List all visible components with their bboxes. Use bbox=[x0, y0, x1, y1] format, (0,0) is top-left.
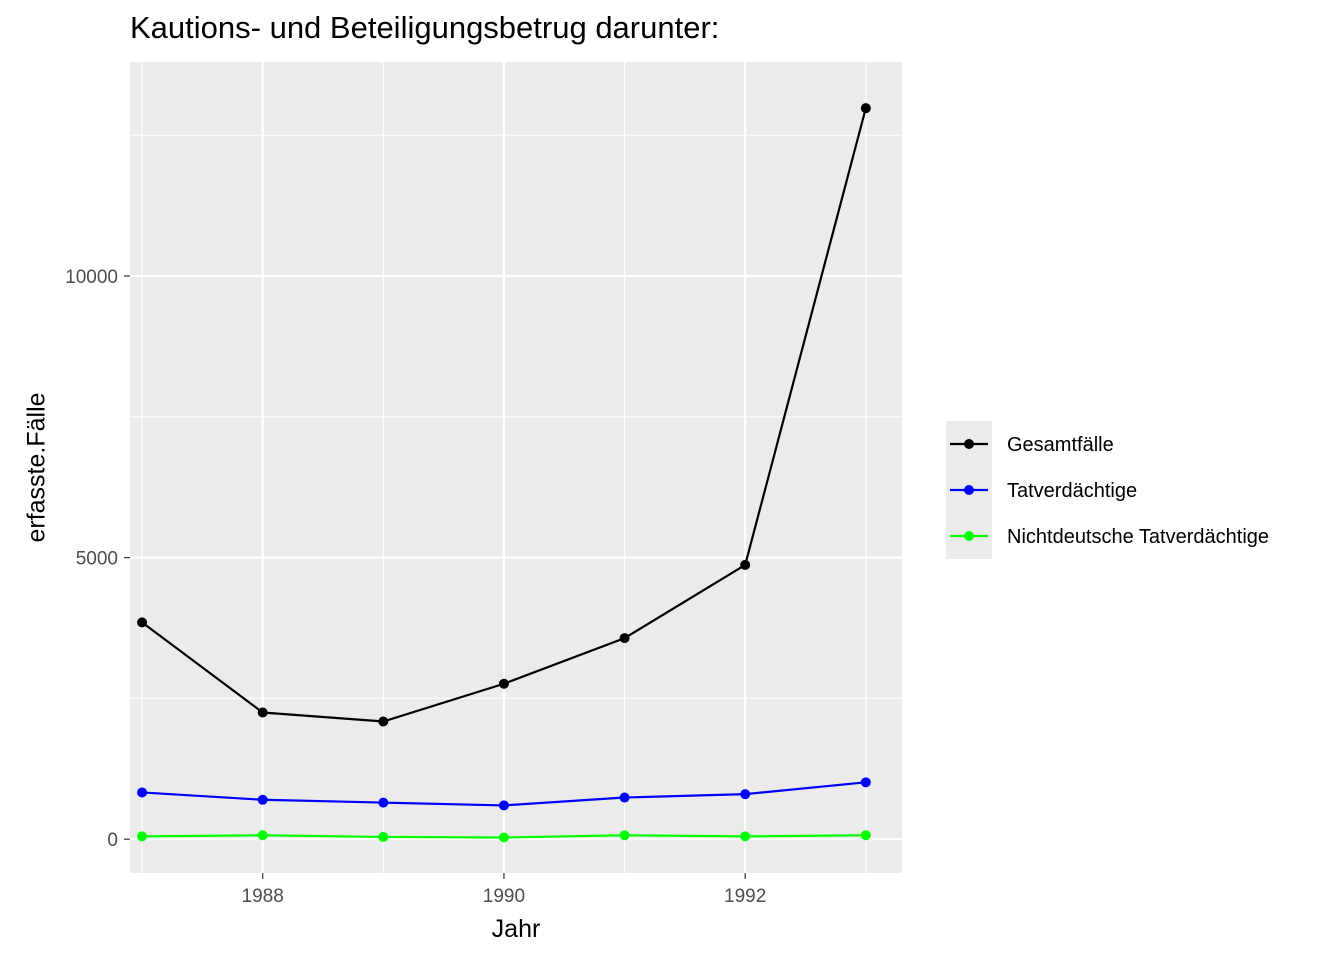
data-point bbox=[257, 830, 268, 841]
grid bbox=[130, 62, 902, 873]
x-tick-label: 1992 bbox=[724, 886, 766, 907]
data-point bbox=[619, 633, 630, 644]
legend-key-point bbox=[964, 485, 974, 495]
data-point bbox=[378, 831, 389, 842]
data-point bbox=[740, 559, 751, 570]
y-tick-label: 0 bbox=[107, 830, 118, 851]
data-point bbox=[740, 789, 751, 800]
data-point bbox=[619, 830, 630, 841]
x-axis-title: Jahr bbox=[492, 915, 541, 943]
legend-label: Nichtdeutsche Tatverdächtige bbox=[1007, 526, 1269, 548]
data-point bbox=[257, 794, 268, 805]
data-point bbox=[137, 617, 148, 628]
data-point bbox=[498, 678, 509, 689]
series-layer bbox=[137, 103, 871, 843]
plot-panel bbox=[130, 62, 902, 873]
y-tick-label: 10000 bbox=[65, 267, 118, 288]
data-point bbox=[378, 716, 389, 727]
legend-key-point bbox=[964, 439, 974, 449]
data-point bbox=[740, 831, 751, 842]
x-tick-label: 1988 bbox=[242, 886, 284, 907]
data-point bbox=[137, 831, 148, 842]
legend-label: Gesamtfälle bbox=[1007, 434, 1114, 456]
data-point bbox=[860, 103, 871, 114]
chart-title: Kautions- und Beteiligungsbetrug darunte… bbox=[130, 10, 720, 45]
data-point bbox=[619, 792, 630, 803]
legend-key-point bbox=[964, 531, 974, 541]
axes: 1988 1990 1992 0 5000 10000 bbox=[65, 267, 766, 907]
data-point bbox=[257, 707, 268, 718]
legend-label: Tatverdächtige bbox=[1007, 480, 1137, 502]
x-tick-label: 1990 bbox=[483, 886, 525, 907]
data-point bbox=[498, 832, 509, 843]
data-point bbox=[860, 830, 871, 841]
y-axis-title: erfasste.Fälle bbox=[23, 392, 51, 542]
legend: Gesamtfälle Tatverdächtige Nichtdeutsche T… bbox=[946, 421, 1269, 559]
y-tick-label: 5000 bbox=[76, 549, 118, 570]
data-point bbox=[378, 797, 389, 808]
data-point bbox=[860, 777, 871, 788]
data-point bbox=[137, 787, 148, 798]
data-point bbox=[498, 800, 509, 811]
